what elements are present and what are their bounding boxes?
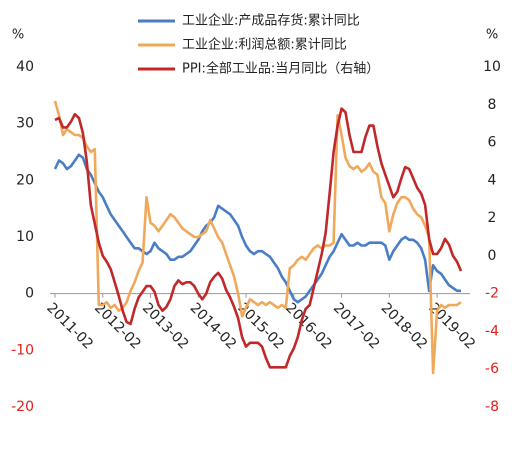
y2-tick-label: 4 — [488, 172, 497, 188]
y2-tick-label: -8 — [485, 399, 499, 415]
y2-tick-label: 2 — [488, 210, 497, 226]
y2-tick-label: 6 — [488, 135, 497, 151]
y-tick-label: 0 — [25, 286, 34, 302]
y2-tick-label: 8 — [488, 97, 497, 113]
x-tick-label: 2017-02 — [330, 300, 383, 353]
y2-unit: % — [486, 28, 498, 43]
x-tick-label: 2011-02 — [43, 300, 96, 353]
y2-tick-label: 0 — [488, 248, 497, 264]
legend-label: 工业企业:产成品存货:累计同比 — [182, 13, 360, 29]
y-tick-label: -10 — [11, 342, 34, 358]
series-line — [54, 107, 463, 369]
y-tick-label: 10 — [16, 229, 34, 245]
y-tick-label: -20 — [11, 399, 34, 415]
y2-tick-label: -2 — [485, 286, 499, 302]
y-tick-label: 30 — [16, 116, 34, 132]
series-line — [53, 153, 461, 304]
y2-tick-label: -4 — [485, 323, 499, 339]
y2-tick-label: 10 — [483, 59, 501, 75]
y-tick-label: 20 — [16, 172, 34, 188]
x-tick-label: 2018-02 — [378, 300, 431, 353]
x-tick-label: 2014-02 — [187, 300, 240, 353]
legend-label: PPI:全部工业品:当月同比（右轴） — [182, 61, 379, 77]
y-tick-label: 40 — [16, 59, 34, 75]
y2-tick-label: -6 — [485, 361, 499, 377]
legend-label: 工业企业:利润总额:累计同比 — [182, 37, 347, 53]
y-unit: % — [12, 28, 24, 43]
